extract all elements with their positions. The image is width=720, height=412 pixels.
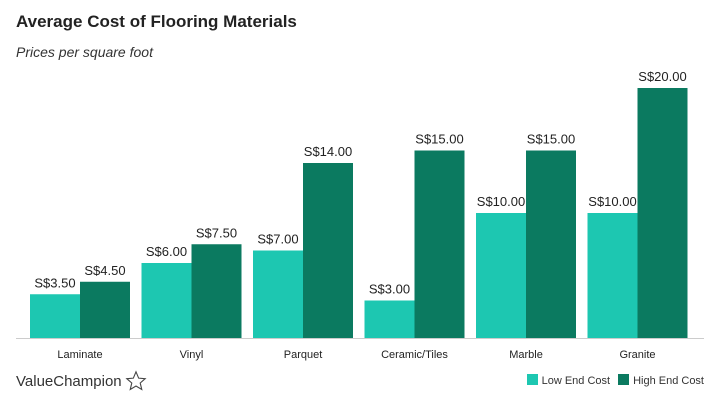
brand-name: ValueChampion [16,372,122,390]
chart-title: Average Cost of Flooring Materials [16,12,297,31]
bar-laminate-high [80,281,130,338]
data-label: S$15.00 [415,132,463,147]
data-label: S$3.00 [369,282,410,297]
data-label: S$15.00 [527,132,575,147]
x-tick-label: Vinyl [180,349,204,361]
legend-swatch-low [526,374,538,385]
legend-item-low: Low End Cost [526,374,611,387]
data-label: S$14.00 [304,144,352,159]
legend-label-high: High End Cost [633,375,704,387]
bar-granite-high [637,88,688,338]
x-tick-label: Marble [509,349,543,361]
bar-laminate-low [30,294,80,338]
data-label: S$20.00 [638,69,686,84]
x-tick-label: Granite [619,349,655,361]
legend-label-low: Low End Cost [541,375,611,387]
data-label: S$6.00 [146,244,187,259]
data-label: S$7.00 [257,232,298,247]
bar-vinyl-low [141,263,192,338]
data-label: S$10.00 [477,194,525,209]
data-label: S$7.50 [196,225,237,240]
chart-subtitle: Prices per square foot [16,44,153,60]
data-label: S$3.50 [34,275,75,290]
x-tick-label: Laminate [57,349,102,361]
brand-logo: ValueChampion [16,370,147,392]
data-label: S$4.50 [84,263,125,278]
x-tick-label: Parquet [284,349,323,361]
legend: Low End Cost High End Cost [526,374,704,387]
bar-ceramic-tiles-low [364,300,415,338]
data-label: S$10.00 [588,194,636,209]
bar-ceramic-tiles-high [414,150,465,338]
bar-parquet-low [253,250,303,338]
bar-marble-low [476,213,526,338]
legend-item-high: High End Cost [618,374,704,387]
bar-marble-high [526,150,576,338]
legend-swatch-high [618,374,630,385]
bar-parquet-high [303,163,353,338]
bar-granite-low [587,213,638,338]
bar-vinyl-high [191,244,242,338]
star-icon [125,370,147,391]
x-tick-label: Ceramic/Tiles [381,349,448,361]
